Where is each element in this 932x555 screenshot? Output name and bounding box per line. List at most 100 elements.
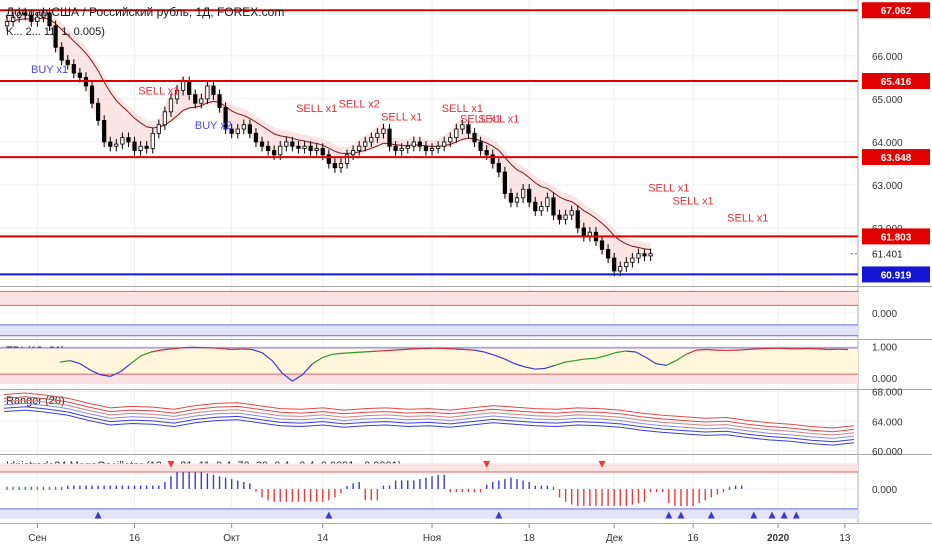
y-tick-label: 64.000 <box>872 417 903 428</box>
candle <box>333 163 336 167</box>
candle <box>351 151 354 155</box>
signal-label: SELL x1 <box>673 195 714 207</box>
tdi-line-segment <box>464 349 474 350</box>
candle <box>473 133 476 142</box>
tdi-lower-band <box>0 374 858 384</box>
candle <box>418 142 421 146</box>
candle <box>509 194 512 203</box>
candle <box>455 129 458 138</box>
tdi-line-segment <box>242 349 252 350</box>
y-tick-label: 65.000 <box>872 95 903 106</box>
msi-lower-band <box>0 325 858 336</box>
candle <box>96 103 99 120</box>
candle <box>625 262 628 266</box>
msi-upper-band <box>0 291 858 305</box>
candle <box>394 146 397 150</box>
level-price-label: 67.062 <box>881 6 912 17</box>
candle <box>254 133 257 142</box>
candle <box>339 163 342 167</box>
candle <box>546 198 549 207</box>
y-tick-label: 0.000 <box>872 309 897 320</box>
candle <box>218 95 221 108</box>
y-tick-label: 0.000 <box>872 485 897 496</box>
ranger-band <box>4 397 854 432</box>
x-tick-label: 18 <box>524 533 536 544</box>
x-tick-label: Сен <box>28 533 46 544</box>
candle <box>236 129 239 133</box>
signal-label: SELL x1 <box>478 114 519 126</box>
candle <box>297 146 300 148</box>
candle <box>649 254 652 256</box>
candle <box>151 133 154 148</box>
x-tick-label: Окт <box>223 533 240 544</box>
last-price-label: 61.401 <box>872 250 903 261</box>
y-tick-label: 1.000 <box>872 342 897 353</box>
tdi-line-segment <box>747 349 757 350</box>
x-tick-label: Ноя <box>423 533 441 544</box>
candle <box>631 258 634 262</box>
osc-upper-band <box>0 464 858 473</box>
candle <box>285 142 288 146</box>
tdi-line-segment <box>585 358 595 359</box>
candle <box>181 82 184 91</box>
osc-lower-band <box>0 509 858 519</box>
candle <box>187 82 190 95</box>
candle <box>527 189 530 202</box>
tdi-line-segment <box>403 349 413 350</box>
candle <box>303 146 306 148</box>
level-price-label: 65.416 <box>881 77 912 88</box>
candle <box>279 146 282 155</box>
candle <box>309 146 312 150</box>
candle <box>272 151 275 155</box>
tdi-line-segment <box>707 349 717 350</box>
candle <box>133 142 136 151</box>
candle <box>212 86 215 95</box>
candle <box>637 254 640 258</box>
candle <box>145 146 148 148</box>
candle <box>370 138 373 142</box>
candle <box>382 129 385 133</box>
y-tick-label: 68.000 <box>872 387 903 398</box>
candle <box>479 142 482 151</box>
tdi-line-segment <box>212 348 222 349</box>
candle <box>242 125 245 129</box>
x-tick-label: Дек <box>606 533 623 544</box>
candle <box>449 138 452 142</box>
candle <box>194 95 197 104</box>
candle <box>260 142 263 146</box>
signal-label: BUY x1 <box>31 64 68 76</box>
candle <box>643 254 646 256</box>
candle <box>72 65 75 74</box>
candle <box>406 146 409 148</box>
y-tick-label: 63.000 <box>872 181 903 192</box>
candle <box>552 198 555 215</box>
signal-label: SELL x1 <box>138 86 179 98</box>
level-price-label: 60.919 <box>881 270 912 281</box>
tdi-line-segment <box>535 368 545 369</box>
tdi-line-segment <box>363 351 373 352</box>
candle <box>424 146 427 150</box>
y-tick-label: 60.000 <box>872 447 903 458</box>
tdi-line-segment <box>454 349 464 350</box>
candle <box>521 189 524 198</box>
x-tick-label: 14 <box>317 533 329 544</box>
tdi-line-segment <box>343 353 353 354</box>
candle <box>109 142 112 146</box>
signal-label: SELL x1 <box>648 182 689 194</box>
candle <box>400 148 403 150</box>
candle <box>570 211 573 215</box>
tdi-line-segment <box>696 349 706 350</box>
indicator-params-label: K... 2... 11, 1, 0.005) <box>6 26 105 38</box>
tdi-line-segment <box>737 349 747 350</box>
y-tick-label: 0.000 <box>872 374 897 385</box>
tdi-line-segment <box>353 352 363 353</box>
signal-label: SELL x1 <box>727 212 768 224</box>
candle <box>600 241 603 250</box>
candle <box>485 151 488 155</box>
candle <box>619 267 622 271</box>
candle <box>115 144 118 146</box>
candle <box>139 146 142 150</box>
level-price-label: 61.803 <box>881 232 912 243</box>
